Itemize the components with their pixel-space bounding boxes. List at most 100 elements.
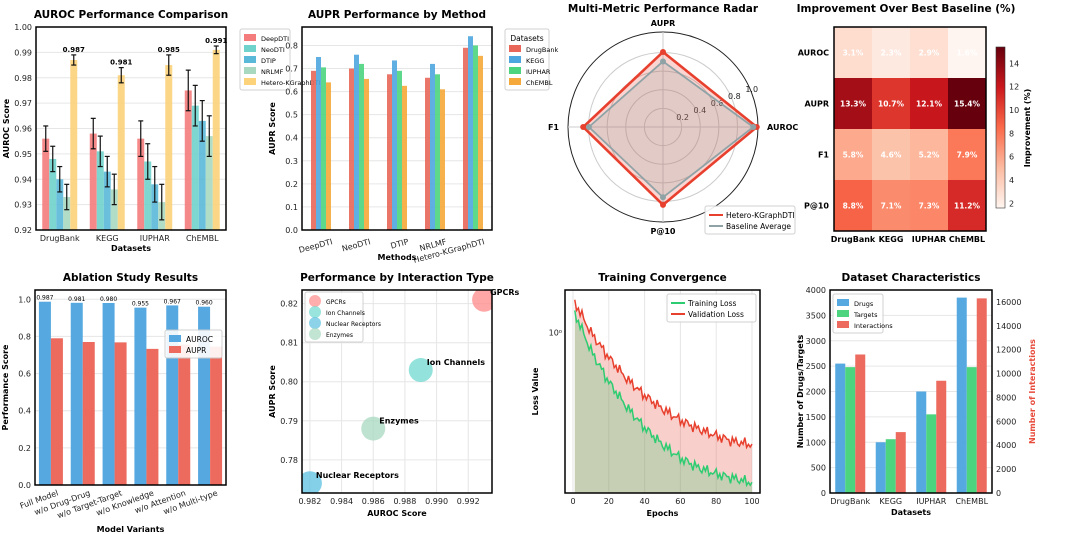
x-tick-label: 0 <box>570 497 575 506</box>
legend-entry: Drugs <box>854 300 874 308</box>
y-tick-label: 0.92 <box>14 226 32 235</box>
bar <box>440 89 445 230</box>
chart-title: Training Convergence <box>598 272 727 284</box>
x-tick-label: NeoDTI <box>341 237 372 253</box>
col-label: KEGG <box>879 235 904 244</box>
bar <box>895 432 906 493</box>
bar <box>359 63 364 231</box>
y-tick-label: 0.2 <box>18 444 31 453</box>
row-label: F1 <box>818 151 829 160</box>
y-tick-label: 0.8 <box>18 332 31 341</box>
x-tick-label: KEGG <box>96 234 119 243</box>
bar <box>885 439 896 493</box>
y-tick-label: 0.1 <box>285 203 298 212</box>
bar <box>349 68 354 230</box>
bar <box>70 59 78 230</box>
bar <box>178 344 191 485</box>
chart-title: Dataset Characteristics <box>842 272 981 284</box>
x-axis-label: Epochs <box>647 509 679 518</box>
bar <box>473 45 478 230</box>
y-tick-label: 0.5 <box>285 111 298 120</box>
legend-swatch <box>509 56 521 63</box>
y-axis-label: Loss Value <box>531 367 540 415</box>
cell-value: 7.1% <box>881 202 902 211</box>
row-label: AUPR <box>805 100 829 109</box>
cell-value: 11.2% <box>954 202 981 211</box>
legend-entry: Targets <box>853 311 878 319</box>
bar <box>311 70 316 230</box>
bar <box>63 197 71 230</box>
bar <box>110 189 118 230</box>
y2-tick-label: 12000 <box>996 346 1021 355</box>
cell-value: 13.3% <box>840 100 867 109</box>
x-tick-label: IUPHAR <box>916 497 947 506</box>
cell-value: 4.6% <box>881 151 902 160</box>
legend-entry: Interactions <box>854 322 893 330</box>
y-tick-label: 0.3 <box>285 157 298 166</box>
y-tick-label: 0.82 <box>280 300 298 309</box>
data-label: 0.981 <box>110 59 132 67</box>
x-axis-label: Datasets <box>891 508 931 517</box>
legend-swatch <box>244 45 256 52</box>
x-tick-label: 40 <box>640 497 650 506</box>
data-label: 0.981 <box>68 296 85 303</box>
x-tick-label: 0.988 <box>393 497 416 506</box>
y-axis-label: AUPR Score <box>268 365 277 418</box>
legend-marker <box>309 328 321 340</box>
heatmap-cell <box>872 78 910 129</box>
y2-tick-label: 14000 <box>996 322 1021 331</box>
bar <box>38 301 51 485</box>
radial-tick-label: 1.0 <box>745 85 758 94</box>
legend <box>704 205 796 235</box>
bar <box>50 338 63 485</box>
legend-entry: AUROC <box>186 335 213 344</box>
y2-tick-label: 0 <box>996 489 1001 498</box>
legend-entry: ChEMBL <box>526 79 553 87</box>
x-tick-label: 0.982 <box>298 497 321 506</box>
legend-swatch <box>169 346 181 353</box>
bar <box>845 367 856 493</box>
panel-7: Dataset Characteristics 0 500 1000 1500 2000 2… <box>796 272 1037 517</box>
y-tick-label: 3000 <box>806 337 826 346</box>
bar <box>956 297 967 493</box>
bar <box>478 55 483 230</box>
heatmap-cell <box>948 129 986 180</box>
x-tick-label: 0.990 <box>425 497 448 506</box>
bar <box>103 171 111 230</box>
points <box>302 290 492 493</box>
legend-entry: Enzymes <box>326 332 353 339</box>
y-tick-label: 0.98 <box>14 74 32 83</box>
bar <box>82 342 95 485</box>
data-label: 0.987 <box>36 295 53 302</box>
row-label: P@10 <box>804 202 829 211</box>
bar <box>146 348 159 485</box>
cell-value: 5.2% <box>919 151 940 160</box>
radial-tick-label: 0.2 <box>676 113 689 122</box>
colorbar-tick: 2 <box>1009 199 1014 208</box>
legend-swatch <box>244 67 256 74</box>
y-tick-label: 0.4 <box>18 407 31 416</box>
data-label: 0.967 <box>164 298 181 305</box>
y-axis-label: AUPR Score <box>268 102 277 155</box>
legend-swatch <box>244 78 256 85</box>
x-tick-label: DrugBank <box>830 497 870 506</box>
panel-1: AUPR Performance by Method 0.0 0.1 0.2 0.3 0.… <box>268 9 558 265</box>
y-tick-label: 500 <box>811 464 826 473</box>
heatmap-cell <box>910 180 948 231</box>
x-axis-label: Methods <box>378 253 417 262</box>
y-tick-label: 1.00 <box>14 23 32 32</box>
heatmap-cell <box>910 27 948 78</box>
bar <box>926 414 937 493</box>
y-tick-label: 2000 <box>806 388 826 397</box>
y-tick-label: 0.80 <box>280 378 298 387</box>
legend-entry: AUPR <box>186 346 206 355</box>
y-tick-label: 0.8 <box>285 41 298 50</box>
legend-entry: NeoDTI <box>261 46 285 54</box>
point-label: Nuclear Receptors <box>316 471 399 480</box>
legend <box>239 28 291 91</box>
y-tick-label: 0.78 <box>280 456 298 465</box>
x-tick-label: IUPHAR <box>140 234 171 243</box>
cell-value: 8.8% <box>843 202 864 211</box>
x-tick-label: 0.992 <box>457 497 480 506</box>
